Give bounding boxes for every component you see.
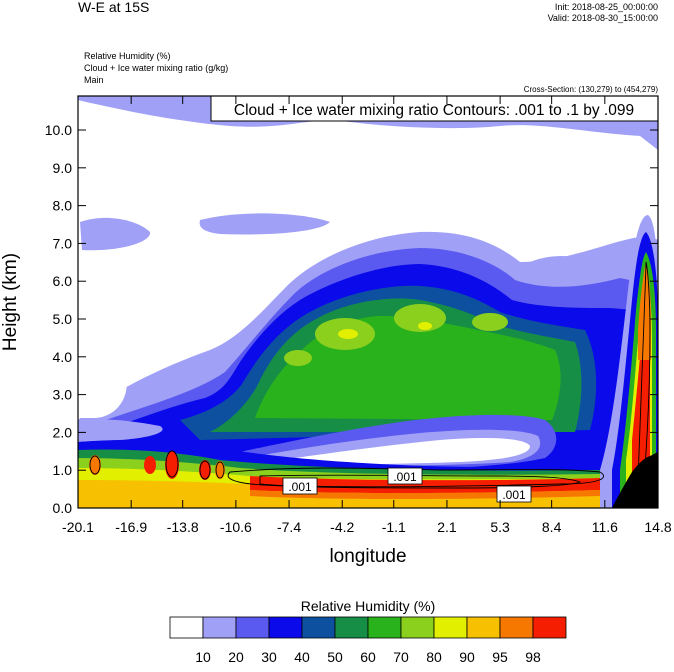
y-tick-label-2: 2.0 (53, 424, 73, 440)
x-tick-label-3: -10.6 (220, 519, 252, 535)
x-tick-label-7: 2.1 (437, 519, 457, 535)
colorbar-swatch-2 (235, 616, 270, 639)
colorbar-swatch-6 (367, 616, 402, 639)
colorbar-label-0: 10 (195, 649, 211, 665)
colorbar-label-8: 90 (459, 649, 475, 665)
contour-info-text: Cloud + Ice water mixing ratio Contours:… (234, 102, 634, 119)
core-80-b (394, 304, 446, 332)
core-90-b (418, 322, 432, 330)
bl-cell-4 (199, 460, 211, 480)
bl-cell-3 (165, 451, 179, 479)
y-tick-label-9: 9.0 (53, 160, 73, 176)
core-90-a (338, 329, 358, 339)
x-tick-label-4: -7.4 (277, 519, 301, 535)
field-label-qcloud: Cloud + Ice water mixing ratio (g/kg) (84, 63, 228, 73)
upper-patch-mid (199, 213, 330, 235)
colorbar-label-6: 70 (393, 649, 409, 665)
colorbar-label-4: 50 (327, 649, 343, 665)
colorbar-swatch-4 (301, 616, 336, 639)
core-80-c (472, 313, 508, 331)
contour-label-1: .001 (282, 477, 318, 495)
contour-label-1-text: .001 (288, 480, 312, 494)
x-tick-label-2: -13.8 (167, 519, 199, 535)
contour-cell-3 (199, 460, 211, 480)
x-tick-label-9: 8.4 (542, 519, 562, 535)
colorbar-title: Relative Humidity (%) (301, 598, 436, 614)
colorbar-swatch-1 (202, 616, 237, 639)
x-tick-label-5: -4.2 (330, 519, 354, 535)
plot-frame (77, 95, 659, 509)
chart-title: W-E at 15S (78, 0, 149, 15)
contour-cell-1 (89, 455, 101, 475)
colorbar-swatch-11 (532, 616, 567, 639)
bl-cell-5 (215, 461, 225, 479)
dry-slot-white (270, 438, 530, 465)
humidity-field (78, 96, 658, 508)
x-tick-label-1: -16.9 (115, 519, 147, 535)
x-tick-label-11: 14.8 (644, 519, 671, 535)
core-80-d (284, 350, 312, 366)
valid-time: Valid: 2018-08-30_15:00:00 (548, 13, 658, 23)
bl-cell-1 (89, 455, 101, 475)
colorbar-label-3: 40 (294, 649, 310, 665)
x-tick-label-6: -1.1 (382, 519, 406, 535)
bl-cell-2 (144, 456, 156, 474)
contour-tower (637, 261, 651, 481)
x-axis: -20.1 -16.9 -13.8 -10.6 -7.4 -4.2 -1.1 2.1 5.3 8.… (62, 96, 672, 535)
contour-cell-2 (165, 450, 179, 478)
contour-label-3-text: .001 (502, 488, 526, 502)
left-dry-pocket-20 (78, 419, 163, 442)
upper-patch-left (80, 217, 151, 251)
terrain (612, 452, 658, 508)
y-tick-label-8: 8.0 (53, 198, 73, 214)
colorbar-swatch-9 (466, 616, 501, 639)
contour-label-2: .001 (387, 467, 423, 485)
colorbar-swatch-0 (169, 616, 204, 639)
contour-cell-4 (215, 461, 225, 479)
colorbar-label-7: 80 (426, 649, 442, 665)
y-axis-label: Height (km) (0, 253, 21, 351)
y-axis: 0.0 1.0 2.0 3.0 4.0 5.0 6.0 7.0 8.0 9.0 10.0 (45, 122, 658, 516)
colorbar-swatch-3 (268, 616, 303, 639)
x-tick-label-0: -20.1 (62, 519, 94, 535)
colorbar-label-10: 98 (525, 649, 541, 665)
contour-label-2-text: .001 (393, 470, 417, 484)
x-tick-label-10: 11.6 (592, 519, 618, 535)
colorbar-label-1: 20 (228, 649, 244, 665)
y-tick-label-7: 7.0 (53, 235, 73, 251)
colorbar-swatch-7 (400, 616, 435, 639)
y-tick-label-4: 4.0 (53, 349, 73, 365)
field-label-rh: Relative Humidity (%) (84, 51, 171, 61)
y-tick-label-5: 5.0 (53, 311, 73, 327)
colorbar-swatch-10 (499, 616, 534, 639)
cross-section-label: Cross-Section: (130,279) to (454,279) (524, 85, 659, 94)
colorbar-label-5: 60 (360, 649, 376, 665)
colorbar: 10 20 30 40 50 60 70 80 90 95 98 (169, 616, 567, 665)
colorbar-swatch-5 (334, 616, 369, 639)
init-time: Init: 2018-08-25_00:00:00 (555, 2, 658, 12)
x-tick-label-8: 5.3 (490, 519, 510, 535)
colorbar-label-9: 95 (492, 649, 508, 665)
colorbar-swatch-8 (433, 616, 468, 639)
x-axis-label: longitude (329, 546, 406, 567)
y-tick-label-3: 3.0 (53, 387, 73, 403)
y-tick-label-1: 1.0 (53, 462, 73, 478)
y-tick-label-6: 6.0 (53, 273, 73, 289)
y-tick-label-0: 0.0 (53, 500, 73, 516)
colorbar-label-2: 30 (261, 649, 277, 665)
contour-label-3: .001 (496, 485, 532, 503)
field-label-main: Main (84, 75, 104, 85)
left-dry-pocket (78, 345, 127, 418)
y-tick-label-10: 10.0 (45, 122, 72, 138)
